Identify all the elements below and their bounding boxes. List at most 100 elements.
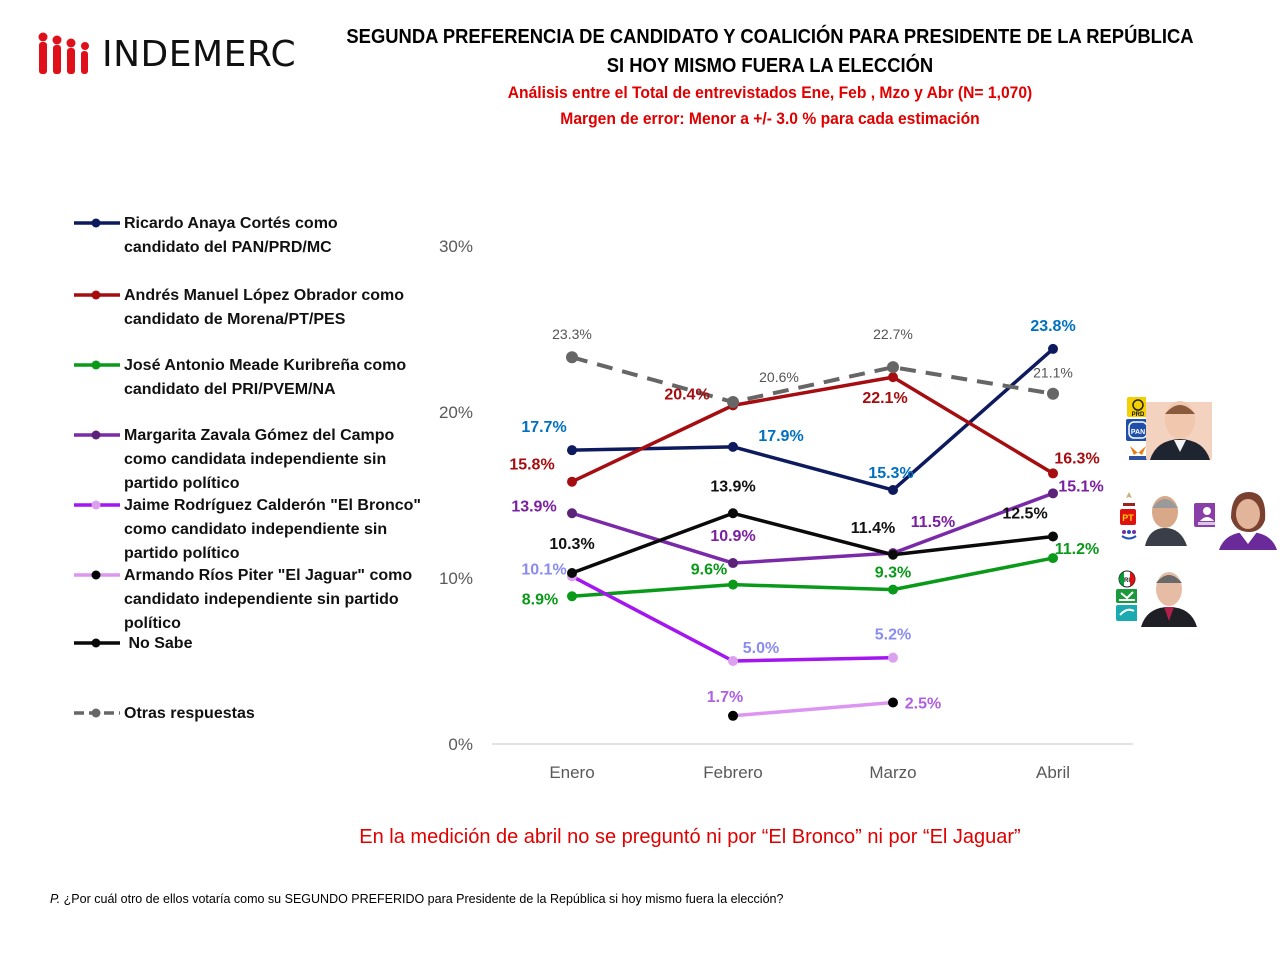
legend-label: Margarita Zavala Gómez del Campo como can… [124,424,444,496]
data-label: 9.6% [691,562,727,579]
legend-label-line: Otras respuestas [124,705,255,722]
legend-label-line: Andrés Manuel López Obrador como [124,287,405,304]
series-line [571,347,1055,492]
series-line [571,355,1054,405]
data-point [728,558,738,569]
legend-label-line: Armando Ríos Piter "El Jaguar" como [124,567,413,584]
data-point [728,710,738,721]
april-note: En la medición de abril no se preguntó n… [359,826,1021,848]
verde-logo-icon [1116,589,1138,603]
data-point [566,351,578,364]
data-point [567,508,577,519]
data-point [567,445,577,456]
data-label: 13.9% [710,478,755,495]
legend-label-line: como candidato independiente sin [124,521,388,538]
data-point [728,579,738,590]
data-label: 20.6% [759,369,799,385]
data-point [888,584,898,595]
legend-marker-icon [74,500,120,510]
data-point [1048,343,1058,354]
x-tick-label: Abril [1036,763,1070,782]
legend-label: Otras respuestas [124,702,444,726]
legend-marker-icon [74,570,120,580]
data-point [887,361,899,374]
survey-question: P. ¿Por cuál otro de ellos votaría como … [50,892,783,906]
data-point [728,508,738,519]
logo-people-icon [38,32,89,74]
data-point [888,652,898,663]
y-tick-label: 0% [448,735,473,754]
nueva-alianza-logo-icon [1116,605,1138,621]
legend-label-line: candidato del PAN/PRD/MC [124,239,332,256]
y-tick-label: 30% [439,237,473,256]
legend-marker-icon [74,638,120,648]
data-point [727,396,739,409]
page-title: SEGUNDA PREFERENCIA DE CANDIDATO Y COALI… [346,26,1194,48]
pt-logo-icon: PT [1120,509,1136,525]
meade-photo [1137,565,1201,627]
subtitle-margin: Margen de error: Menor a +/- 3.0 % para … [560,109,980,128]
indemerc-logo: INDEMERC [30,28,296,78]
legend-label-line: Margarita Zavala Gómez del Campo [124,427,395,444]
data-label: 22.7% [873,326,913,342]
legend-marker-icon [74,218,120,228]
data-point [1048,488,1058,499]
legend-label: José Antonio Meade Kuribreña como candida… [124,354,444,402]
data-point [567,476,577,487]
svg-text:PRD: PRD [1132,412,1145,417]
series-line [571,375,1054,484]
data-point [567,568,577,579]
series-line [571,511,1054,575]
data-point [888,549,898,560]
data-point [1048,553,1058,564]
legend-label-line: No Sabe [124,635,193,652]
legend-label-line: político [124,615,181,632]
data-label: 10.9% [710,528,755,545]
legend-marker-icon [74,290,120,300]
legend-marker-icon [74,360,120,370]
x-tick-label: Febrero [703,763,763,782]
series-line [732,700,894,718]
morena-logo-icon [1120,490,1138,508]
data-label: 15.3% [868,465,913,482]
data-label: 8.9% [522,591,558,608]
data-point [1048,468,1058,479]
svg-text:RI: RI [1124,578,1130,584]
question-prefix: P. [50,892,61,906]
data-label: 5.2% [875,627,911,644]
data-label: 15.8% [509,457,554,474]
data-label: 21.1% [1033,365,1073,381]
data-label: 11.5% [911,514,955,531]
legend-label-line: candidato independiente sin partido [124,591,399,608]
y-tick-label: 10% [439,569,473,588]
legend-label-line: candidato del PRI/PVEM/NA [124,381,336,398]
series-line [571,556,1054,599]
question-text: ¿Por cuál otro de ellos votaría como su … [60,892,784,906]
legend-label-line: candidato de Morena/PT/PES [124,311,346,328]
header: SEGUNDA PREFERENCIA DE CANDIDATO Y COALI… [290,22,1250,132]
data-point [888,372,898,383]
data-point [1047,387,1059,400]
data-point [1048,531,1058,542]
data-label: 9.3% [875,565,911,582]
legend-label-line: como candidata independiente sin [124,451,387,468]
legend-label: Jaime Rodríguez Calderón "El Bronco" como… [124,494,444,566]
data-label: 5.0% [743,640,779,657]
data-label: 22.1% [862,390,907,407]
data-label: 10.3% [549,536,594,553]
legend-label-line: partido político [124,475,240,492]
data-label: 11.2% [1055,541,1099,558]
data-point [888,697,898,708]
legend-label-line: Ricardo Anaya Cortés como [124,215,338,232]
data-label: 16.3% [1054,450,1099,467]
subtitle-sample: Análisis entre el Total de entrevistados… [507,83,1033,102]
prd-logo-icon: PRD [1127,397,1149,418]
data-label: 10.1% [521,561,566,578]
data-point [888,485,898,496]
data-label: 15.1% [1058,478,1103,495]
y-tick-label: 20% [439,403,473,422]
zavala-photo [1215,488,1279,550]
legend-label: Armando Ríos Piter "El Jaguar" como candi… [124,564,444,636]
legend-label-line: Jaime Rodríguez Calderón "El Bronco" [124,497,421,514]
logo-text: INDEMERC [102,34,297,75]
